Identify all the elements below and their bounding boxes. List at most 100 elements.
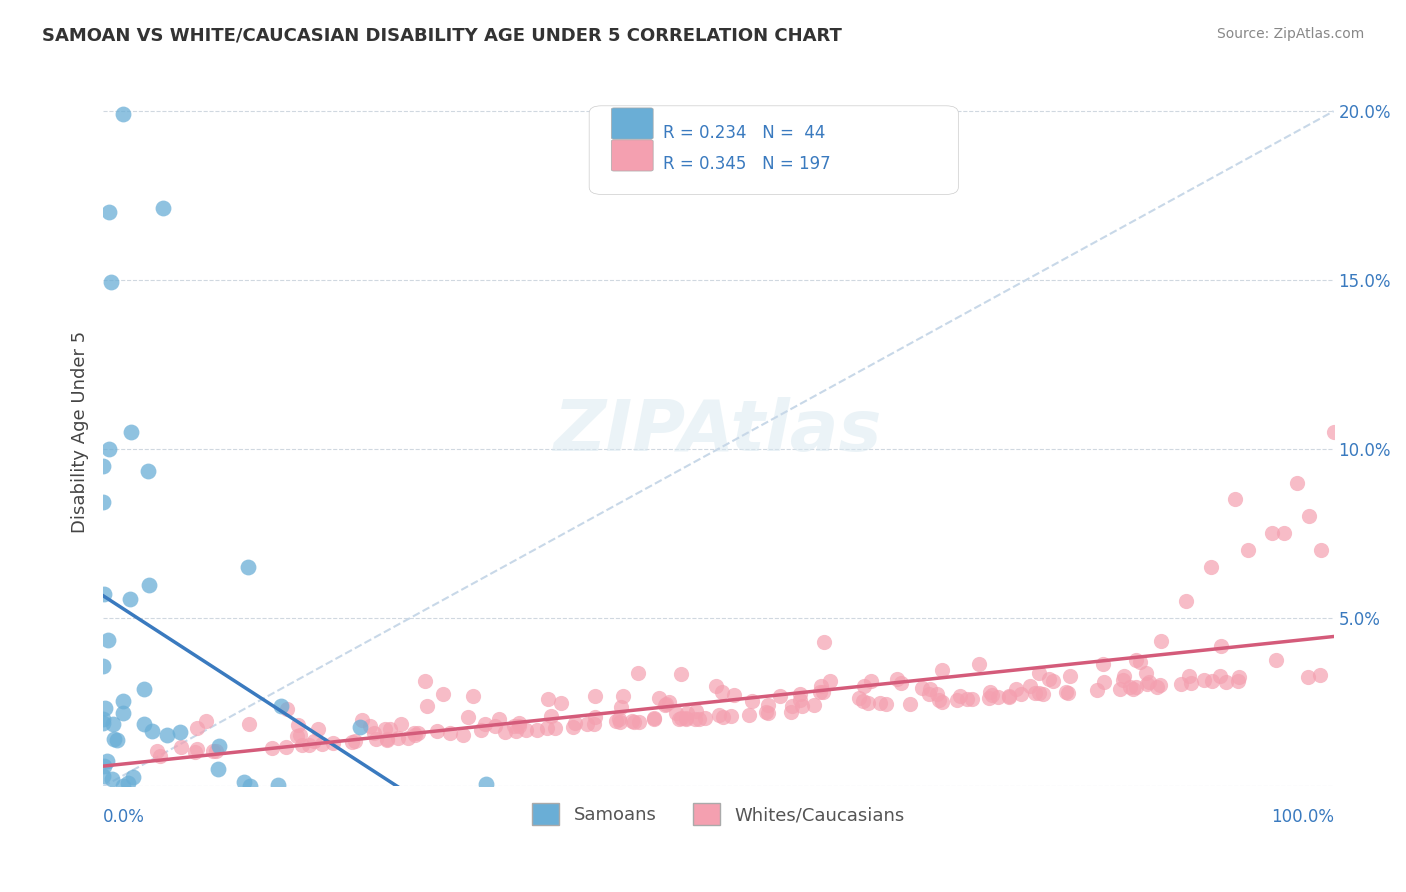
Point — [396, 731, 419, 745]
Point — [508, 715, 530, 730]
Point — [274, 739, 297, 754]
Point — [1236, 543, 1258, 558]
Point — [1028, 686, 1050, 700]
Point — [186, 721, 208, 735]
Point — [655, 697, 678, 711]
Point — [627, 666, 650, 681]
Point — [856, 697, 879, 711]
Point — [813, 684, 835, 698]
Point — [890, 676, 912, 690]
Point — [1092, 675, 1115, 690]
Point — [1112, 673, 1135, 687]
Point — [1310, 543, 1333, 558]
Point — [969, 657, 991, 672]
Point — [526, 723, 548, 737]
Point — [91, 458, 114, 473]
Point — [366, 731, 388, 746]
Point — [101, 717, 124, 731]
Point — [488, 712, 510, 726]
Point — [426, 724, 449, 739]
Point — [813, 634, 835, 648]
Point — [755, 705, 778, 719]
Point — [610, 700, 633, 714]
Point — [711, 709, 734, 723]
Point — [239, 779, 262, 793]
Point — [475, 777, 498, 791]
Text: R = 0.345   N = 197: R = 0.345 N = 197 — [664, 155, 831, 173]
Point — [1296, 670, 1319, 684]
Point — [1122, 681, 1144, 696]
Point — [536, 721, 558, 735]
Point — [654, 698, 676, 712]
Point — [1019, 679, 1042, 693]
Point — [853, 680, 876, 694]
Point — [544, 722, 567, 736]
Point — [1146, 680, 1168, 694]
Point — [1136, 677, 1159, 691]
Point — [406, 726, 429, 740]
Point — [350, 714, 373, 728]
Point — [1298, 509, 1320, 524]
Point — [979, 685, 1001, 699]
Point — [91, 769, 114, 783]
Point — [96, 754, 118, 768]
Point — [550, 696, 572, 710]
Point — [848, 691, 870, 706]
Point — [134, 681, 156, 696]
Point — [1211, 640, 1233, 654]
Point — [886, 672, 908, 686]
Point — [1180, 675, 1202, 690]
Point — [340, 734, 363, 748]
Point — [648, 690, 671, 705]
Point — [463, 690, 485, 704]
Point — [810, 679, 832, 693]
Point — [1209, 669, 1232, 683]
Point — [720, 709, 742, 723]
Point — [960, 692, 983, 706]
Point — [931, 695, 953, 709]
Point — [537, 692, 560, 706]
Point — [1125, 653, 1147, 667]
Point — [780, 705, 803, 719]
Point — [911, 681, 934, 695]
Point — [134, 717, 156, 731]
Point — [387, 731, 409, 746]
Point — [1108, 682, 1130, 697]
Point — [918, 687, 941, 701]
Point — [709, 707, 731, 722]
Point — [112, 107, 135, 121]
Point — [1199, 560, 1222, 574]
Point — [1285, 475, 1308, 490]
Point — [998, 690, 1021, 705]
Point — [307, 722, 329, 736]
Text: R = 0.234   N =  44: R = 0.234 N = 44 — [664, 123, 825, 142]
Point — [98, 442, 121, 456]
Point — [91, 715, 114, 730]
Point — [288, 728, 311, 742]
Point — [562, 720, 585, 734]
Y-axis label: Disability Age Under 5: Disability Age Under 5 — [72, 331, 89, 533]
Point — [343, 734, 366, 748]
Point — [349, 720, 371, 734]
Point — [120, 425, 142, 439]
Point — [1004, 682, 1026, 697]
Point — [186, 741, 208, 756]
Point — [1032, 687, 1054, 701]
Point — [665, 706, 688, 720]
Point — [141, 723, 163, 738]
Point — [582, 717, 605, 731]
Point — [416, 699, 439, 714]
Point — [1112, 668, 1135, 682]
Point — [100, 772, 122, 786]
Point — [685, 704, 707, 718]
Point — [723, 688, 745, 702]
FancyBboxPatch shape — [612, 108, 654, 139]
Point — [91, 495, 114, 509]
Point — [676, 706, 699, 721]
Point — [91, 658, 114, 673]
Point — [1201, 673, 1223, 688]
Text: Source: ZipAtlas.com: Source: ZipAtlas.com — [1216, 27, 1364, 41]
Point — [540, 709, 562, 723]
Point — [402, 726, 425, 740]
Point — [146, 744, 169, 758]
